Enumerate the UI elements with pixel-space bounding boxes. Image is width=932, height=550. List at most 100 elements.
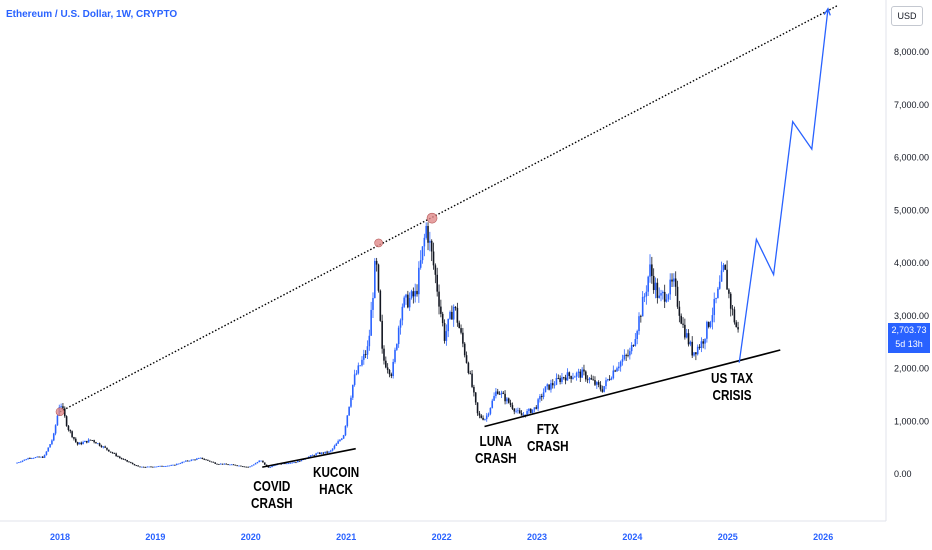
candle-body <box>700 341 703 348</box>
candle-body <box>665 299 668 302</box>
candle-body <box>355 373 358 375</box>
candle-body <box>98 443 101 446</box>
candle-body <box>418 267 420 295</box>
candle-body <box>548 384 550 390</box>
candle-body <box>172 464 174 466</box>
candle-body <box>674 278 677 287</box>
candle-body <box>550 383 552 390</box>
candle-body <box>638 316 640 332</box>
candle-body <box>619 361 622 367</box>
candle-body <box>78 442 81 445</box>
candle-body <box>236 465 239 467</box>
candle-body <box>36 456 39 458</box>
candle-body <box>331 448 334 451</box>
candle-body <box>667 294 670 300</box>
candle-body <box>385 360 387 368</box>
candle-body <box>410 291 413 299</box>
candle-body <box>469 372 472 374</box>
annotation-covid-crash: COVID CRASH <box>251 478 293 512</box>
candle-body <box>616 368 618 372</box>
candle-body <box>104 446 106 448</box>
candle-body <box>696 346 699 355</box>
candle-body <box>51 440 53 445</box>
candle-body <box>405 294 407 298</box>
candle-body <box>374 260 376 298</box>
candle-body <box>634 339 637 346</box>
candle-body <box>309 455 312 457</box>
peak-marker <box>374 238 383 248</box>
candle-body <box>430 240 433 252</box>
candle-body <box>295 462 297 464</box>
candle-body <box>89 439 92 441</box>
candle-body <box>390 374 393 377</box>
candle-body <box>506 398 508 402</box>
candle-body <box>49 444 51 448</box>
candle-body <box>181 462 183 464</box>
candle-body <box>623 354 626 360</box>
time-tick-label: 2024 <box>622 532 642 542</box>
candle-body <box>438 291 440 307</box>
annotation-luna-crash: LUNA CRASH <box>475 433 517 467</box>
candle-body <box>207 459 209 461</box>
candle-body <box>318 452 321 454</box>
candle-body <box>526 411 528 416</box>
candle-body <box>685 333 688 338</box>
candle-body <box>210 461 213 463</box>
candle-body <box>142 466 145 468</box>
candle-body <box>234 464 237 466</box>
candle-body <box>621 359 624 362</box>
candle-body <box>117 456 119 457</box>
candle-body <box>401 306 404 321</box>
candle-body <box>423 237 426 247</box>
candle-body <box>718 281 721 289</box>
candle-body <box>555 377 558 385</box>
candle-body <box>583 369 585 372</box>
candle-body <box>67 425 70 431</box>
candle-body <box>113 453 116 454</box>
candle-body <box>368 335 371 347</box>
candle-body <box>471 373 473 387</box>
candle-body <box>447 318 450 332</box>
currency-selector[interactable]: USD <box>891 6 923 26</box>
candle-body <box>208 460 211 462</box>
candle-body <box>271 465 273 468</box>
candle-body <box>561 377 563 382</box>
candle-body <box>23 459 26 461</box>
candle-body <box>656 282 659 298</box>
candle-body <box>254 463 257 465</box>
candle-body <box>625 354 627 356</box>
candle-body <box>350 397 352 407</box>
candle-body <box>177 463 180 465</box>
candle-body <box>693 352 695 356</box>
candle-body <box>651 264 653 276</box>
price-tick-label: 2,000.00 <box>894 364 929 374</box>
candle-body <box>335 443 338 446</box>
candle-body <box>311 455 314 456</box>
candle-body <box>82 442 84 445</box>
candle-body <box>429 240 431 243</box>
candle-body <box>392 361 394 377</box>
candle-body <box>76 441 79 445</box>
candle-body <box>640 316 642 317</box>
candle-body <box>704 338 706 344</box>
candle-body <box>722 264 725 271</box>
candle-body <box>381 320 383 349</box>
candle-body <box>155 466 158 468</box>
candle-body <box>460 328 462 333</box>
candle-body <box>344 425 347 436</box>
candle-body <box>570 375 572 379</box>
peak-marker <box>55 407 65 417</box>
candle-body <box>333 445 336 449</box>
candle-body <box>528 408 530 412</box>
candle-body <box>291 462 294 464</box>
resistance-trend-line <box>59 4 838 413</box>
candle-body <box>157 466 160 467</box>
candle-body <box>29 458 31 459</box>
candle-body <box>465 355 468 363</box>
candle-body <box>513 408 516 412</box>
candle-body <box>449 311 451 319</box>
annotation-ftx-crash: FTX CRASH <box>527 421 569 455</box>
candle-body <box>289 462 292 464</box>
candle-body <box>348 406 350 416</box>
